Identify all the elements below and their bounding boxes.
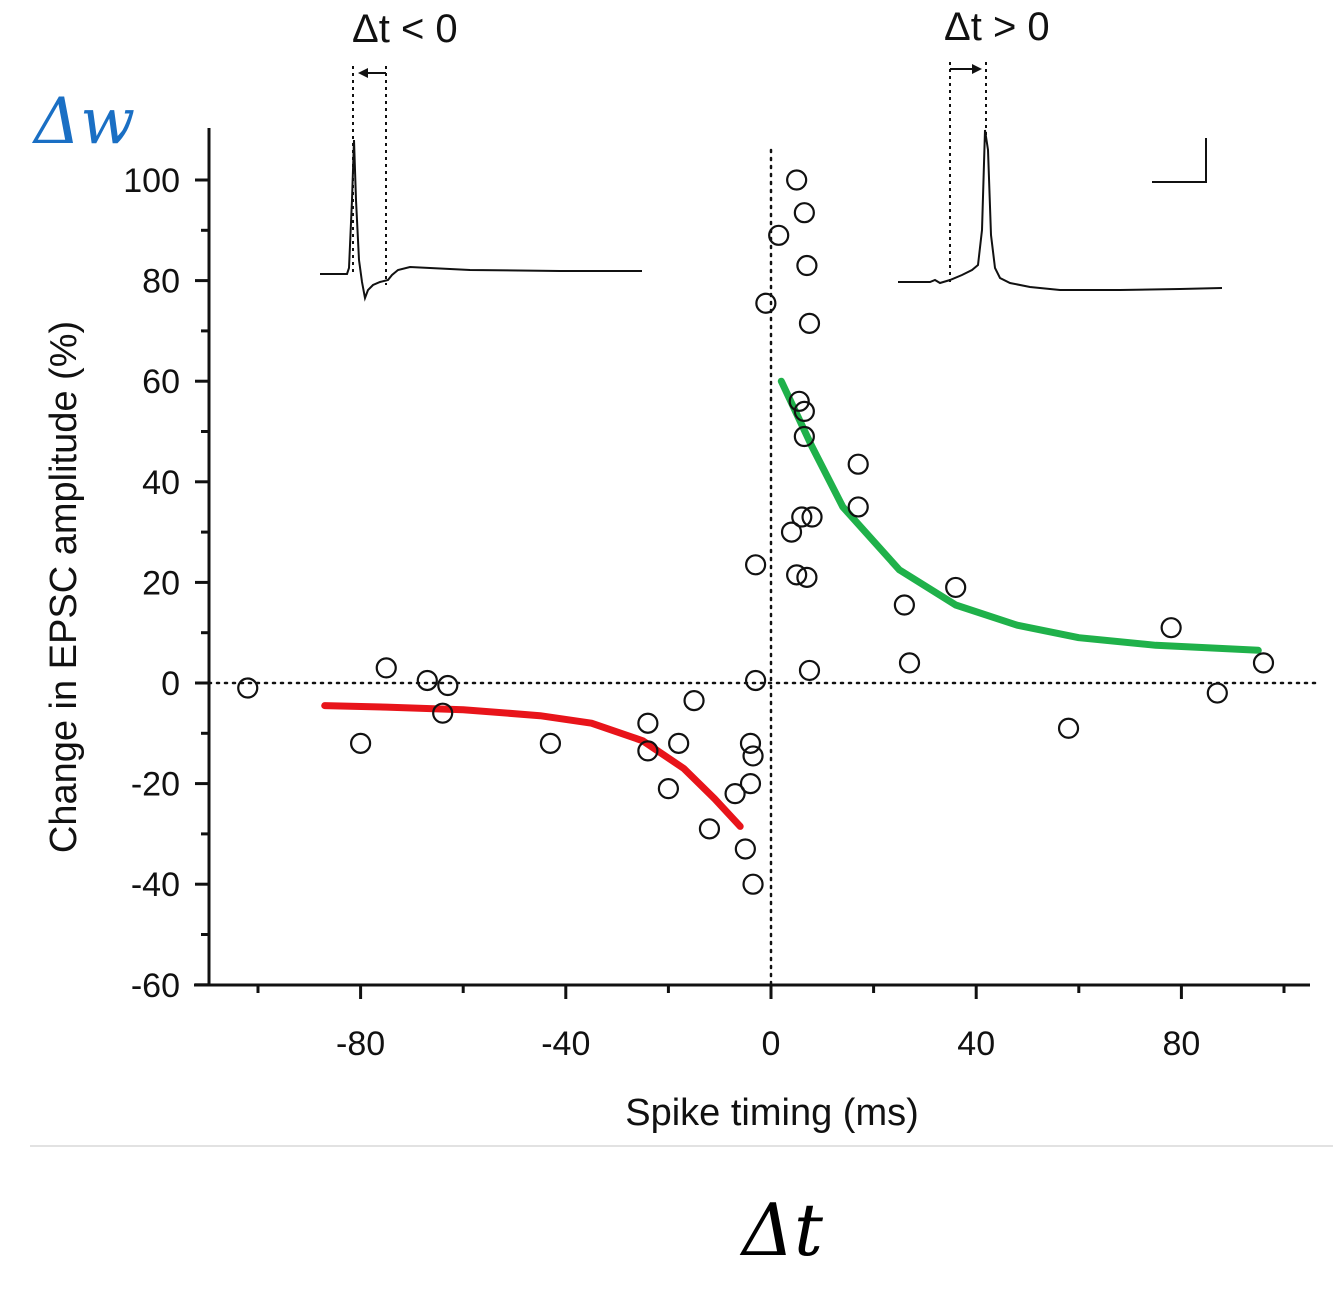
data-point <box>698 818 721 840</box>
y-tick-label: 0 <box>161 665 180 703</box>
y-tick-label: 20 <box>142 564 180 602</box>
axis-ticks <box>195 178 1286 999</box>
scale-bar <box>1152 138 1207 183</box>
data-point <box>847 453 869 475</box>
y-tick-label: 80 <box>142 263 180 301</box>
y-tick-label: -20 <box>131 766 180 804</box>
data-point <box>745 554 767 576</box>
data-point <box>945 576 967 599</box>
x-tick-label: -80 <box>336 1025 385 1063</box>
data-point <box>539 732 562 754</box>
data-point <box>796 566 818 588</box>
data-point <box>847 496 869 518</box>
inset-trace-right <box>898 62 1223 291</box>
inset-label-positive: Δt > 0 <box>944 5 1050 49</box>
data-point <box>734 838 756 860</box>
data-point <box>798 312 821 334</box>
data-point <box>1057 717 1080 739</box>
data-points <box>237 169 1275 895</box>
data-point <box>796 254 818 277</box>
data-point <box>791 506 813 528</box>
data-point <box>768 224 790 246</box>
data-point <box>893 594 915 616</box>
inset-trace-left <box>320 66 642 302</box>
data-point <box>657 778 680 800</box>
x-tick-label: 40 <box>957 1025 995 1063</box>
axes <box>194 128 1310 987</box>
y-tick-label: -40 <box>131 866 180 904</box>
data-point <box>668 732 690 754</box>
data-point <box>793 425 815 448</box>
data-point <box>724 783 746 805</box>
data-point <box>739 732 762 754</box>
data-point <box>780 521 803 543</box>
data-point <box>375 657 397 679</box>
data-point <box>683 690 705 712</box>
data-point <box>237 677 259 699</box>
x-axis-title: Spike timing (ms) <box>625 1092 919 1134</box>
potentiation-fit-curve <box>777 377 1262 654</box>
data-point <box>798 659 821 682</box>
y-axis-title: Change in EPSC amplitude (%) <box>43 321 85 853</box>
data-point <box>432 702 454 724</box>
data-point <box>416 669 438 692</box>
delta-t-label: Δt <box>739 1188 824 1272</box>
data-point <box>793 202 815 224</box>
data-point <box>637 712 659 734</box>
data-point <box>788 390 810 412</box>
y-tick-label: -60 <box>131 967 180 1005</box>
data-point <box>755 292 777 314</box>
fit-curves <box>321 377 1262 830</box>
data-point <box>742 745 764 767</box>
data-point <box>1160 617 1182 639</box>
data-point <box>898 652 921 674</box>
data-point <box>1252 652 1275 674</box>
x-tick-label: 80 <box>1162 1025 1200 1063</box>
data-point <box>1206 682 1228 704</box>
delta-w-label: Δw <box>31 85 135 159</box>
x-tick-label: -40 <box>541 1025 590 1063</box>
y-tick-label: 100 <box>123 162 180 200</box>
inset-left-arrowhead <box>358 68 368 78</box>
data-point <box>745 669 767 692</box>
inset-right-arrowhead <box>972 64 982 74</box>
data-point <box>786 564 808 586</box>
x-tick-label: 0 <box>762 1025 781 1063</box>
y-tick-label: 40 <box>142 464 180 502</box>
inset-label-negative: Δt < 0 <box>352 7 458 51</box>
tick-labels: -60 -40 -20 0 20 40 60 80 100 -80 -40 0 40 80 <box>123 162 1200 1063</box>
data-point <box>786 169 808 191</box>
data-point <box>637 740 659 762</box>
data-point <box>437 674 459 697</box>
data-point <box>739 772 762 795</box>
data-point <box>801 506 823 528</box>
depression-fit-curve <box>321 702 744 830</box>
data-point <box>742 873 764 895</box>
y-tick-label: 60 <box>142 363 180 401</box>
data-point <box>350 732 372 754</box>
data-point <box>793 400 815 422</box>
reference-lines <box>207 148 1322 987</box>
